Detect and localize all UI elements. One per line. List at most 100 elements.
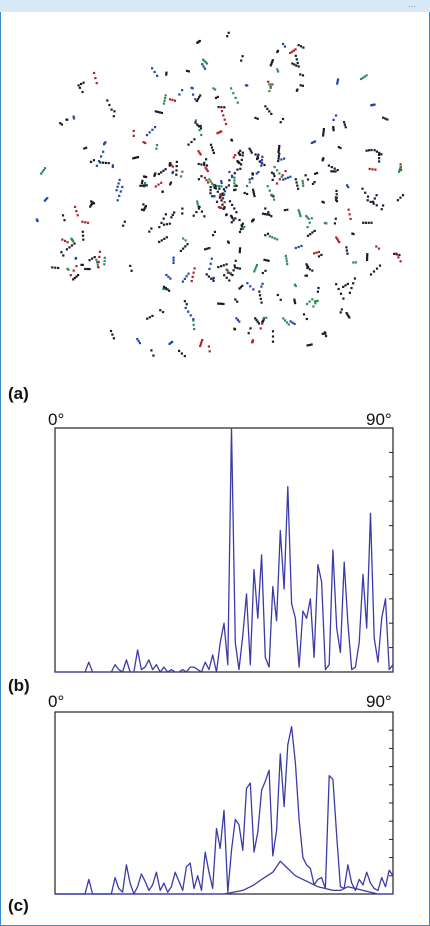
cloud-point	[144, 206, 147, 209]
cloud-point	[150, 349, 153, 352]
cloud-point	[208, 247, 211, 250]
cloud-point	[172, 259, 175, 262]
cloud-point	[164, 213, 167, 216]
cloud-point	[163, 99, 166, 102]
cloud-point	[321, 200, 324, 203]
cloud-point	[334, 196, 337, 199]
cloud-point	[256, 117, 259, 120]
cloud-point	[161, 311, 165, 314]
cloud-point	[362, 221, 365, 224]
cloud-point	[209, 186, 212, 189]
cloud-point	[295, 58, 298, 61]
cloud-point	[267, 211, 270, 214]
cloud-point	[84, 267, 87, 271]
cloud-point	[316, 290, 319, 293]
cloud-point	[220, 180, 223, 183]
cloud-point	[261, 322, 264, 325]
cloud-point	[241, 55, 244, 58]
cloud-point	[210, 257, 213, 260]
cloud-point	[208, 350, 211, 353]
cloud-point	[72, 117, 76, 120]
cloud-point	[239, 167, 242, 170]
cloud-point	[200, 175, 203, 178]
cloud-point	[246, 282, 249, 285]
cloud-point	[223, 193, 226, 196]
cloud-point	[98, 250, 101, 253]
cloud-point	[157, 172, 160, 176]
cloud-point	[325, 222, 328, 225]
cloud-point	[233, 182, 236, 185]
cloud-point	[279, 298, 282, 301]
cloud-point	[145, 175, 148, 179]
cloud-point	[335, 283, 338, 286]
cloud-point	[80, 82, 83, 86]
cloud-point	[337, 287, 340, 291]
cloud-point	[281, 42, 285, 45]
cloud-point	[338, 241, 341, 244]
cloud-point	[335, 189, 338, 192]
cloud-point	[119, 190, 122, 193]
cloud-point	[169, 183, 172, 186]
cloud-point	[190, 280, 193, 283]
cloud-point	[169, 277, 172, 280]
cloud-point	[337, 239, 340, 242]
cloud-point	[41, 170, 44, 173]
cloud-point	[74, 257, 77, 260]
cloud-point	[168, 163, 172, 166]
cloud-point	[217, 131, 220, 134]
cloud-point	[297, 209, 300, 212]
cloud-point	[294, 284, 297, 288]
cloud-point	[63, 239, 67, 242]
cloud-point	[335, 193, 338, 196]
cloud-point	[282, 178, 285, 181]
cloud-point	[80, 263, 83, 266]
cloud-point	[165, 71, 168, 74]
cloud-point	[86, 267, 89, 271]
cloud-point	[228, 170, 231, 173]
cloud-point	[290, 50, 294, 53]
cloud-point	[139, 184, 142, 187]
cloud-point	[373, 197, 376, 200]
cloud-point	[306, 178, 310, 181]
cloud-point	[192, 319, 195, 322]
cloud-point	[197, 178, 200, 181]
cloud-point	[230, 174, 234, 177]
cloud-point	[116, 185, 119, 188]
cloud-point	[202, 65, 205, 68]
cloud-point	[297, 44, 300, 47]
cloud-point	[271, 335, 275, 338]
cloud-point	[209, 262, 212, 265]
cloud-point	[366, 258, 369, 262]
cloud-point	[238, 153, 242, 156]
cloud-point	[253, 195, 256, 198]
cloud-point	[317, 286, 320, 290]
cloud-point	[225, 263, 228, 266]
cloud-point	[286, 263, 289, 266]
cloud-point	[293, 322, 296, 325]
cloud-point	[284, 170, 287, 173]
cloud-point	[370, 104, 373, 107]
cloud-point	[75, 275, 78, 278]
cloud-point	[321, 332, 324, 335]
cloud-point	[192, 214, 195, 217]
cloud-point	[269, 86, 272, 90]
cloud-point	[324, 332, 327, 335]
cloud-point	[260, 301, 263, 304]
cloud-point	[97, 160, 101, 163]
cloud-point	[322, 157, 325, 160]
cloud-point	[235, 211, 238, 214]
cloud-point	[260, 164, 263, 167]
cloud-point	[311, 269, 314, 272]
cloud-point	[193, 267, 196, 270]
cloud-point	[322, 130, 325, 133]
cloud-point	[220, 265, 223, 268]
cloud-point	[63, 219, 66, 222]
cloud-point	[306, 226, 309, 229]
cloud-point	[396, 199, 399, 202]
cloud-point	[312, 141, 315, 144]
cloud-point	[236, 160, 239, 163]
cloud-point	[273, 175, 276, 178]
cloud-point	[204, 166, 207, 169]
cloud-point	[42, 168, 45, 172]
cloud-point	[76, 214, 79, 217]
